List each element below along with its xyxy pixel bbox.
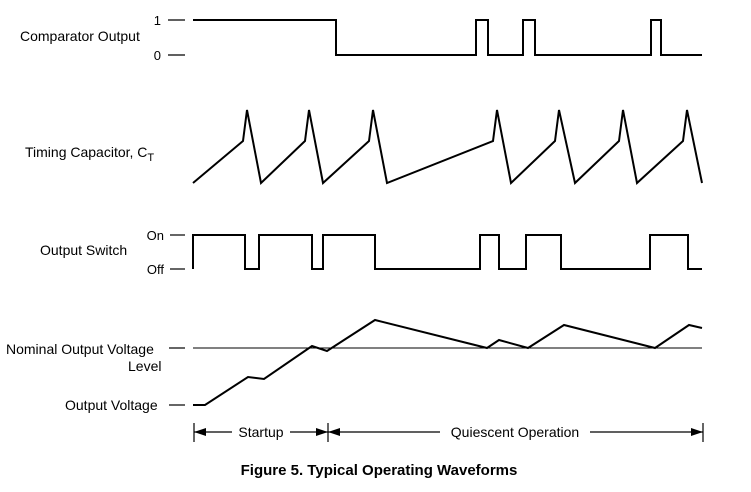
output-voltage-label: Output Voltage [65, 397, 158, 413]
quiescent-arrow-right-head [691, 428, 703, 436]
comparator-high-label: 1 [154, 13, 161, 28]
figure-caption: Figure 5. Typical Operating Waveforms [241, 462, 518, 479]
comparator-output-label: Comparator Output [20, 28, 140, 44]
nominal-voltage-level-label: Level [128, 358, 161, 374]
timing-capacitor-label: Timing Capacitor, CT [25, 144, 154, 164]
switch-on-label: On [147, 228, 164, 243]
startup-arrow-left-head [194, 428, 206, 436]
timing-capacitor-subscript: T [147, 152, 154, 164]
comparator-output-waveform [193, 19, 702, 56]
startup-label: Startup [238, 424, 283, 440]
nominal-voltage-label: Nominal Output Voltage [6, 341, 154, 357]
timing-capacitor-group: Timing Capacitor, CT [25, 109, 703, 185]
output-switch-group: Output Switch On Off [40, 228, 702, 277]
phase-arrows-group: Startup Quiescent Operation [193, 423, 704, 442]
output-switch-label: Output Switch [40, 242, 127, 258]
comparator-output-group: Comparator Output 1 0 [20, 13, 702, 63]
timing-capacitor-text: Timing Capacitor, C [25, 144, 147, 160]
output-voltage-group: Nominal Output Voltage Level Output Volt… [6, 318, 703, 413]
quiescent-label: Quiescent Operation [451, 424, 579, 440]
startup-arrow-right-head [316, 428, 328, 436]
quiescent-arrow-left-head [328, 428, 340, 436]
timing-capacitor-waveform [192, 109, 703, 185]
output-voltage-waveform [193, 318, 703, 406]
output-switch-waveform [192, 234, 702, 270]
comparator-low-label: 0 [154, 48, 161, 63]
switch-off-label: Off [147, 262, 164, 277]
